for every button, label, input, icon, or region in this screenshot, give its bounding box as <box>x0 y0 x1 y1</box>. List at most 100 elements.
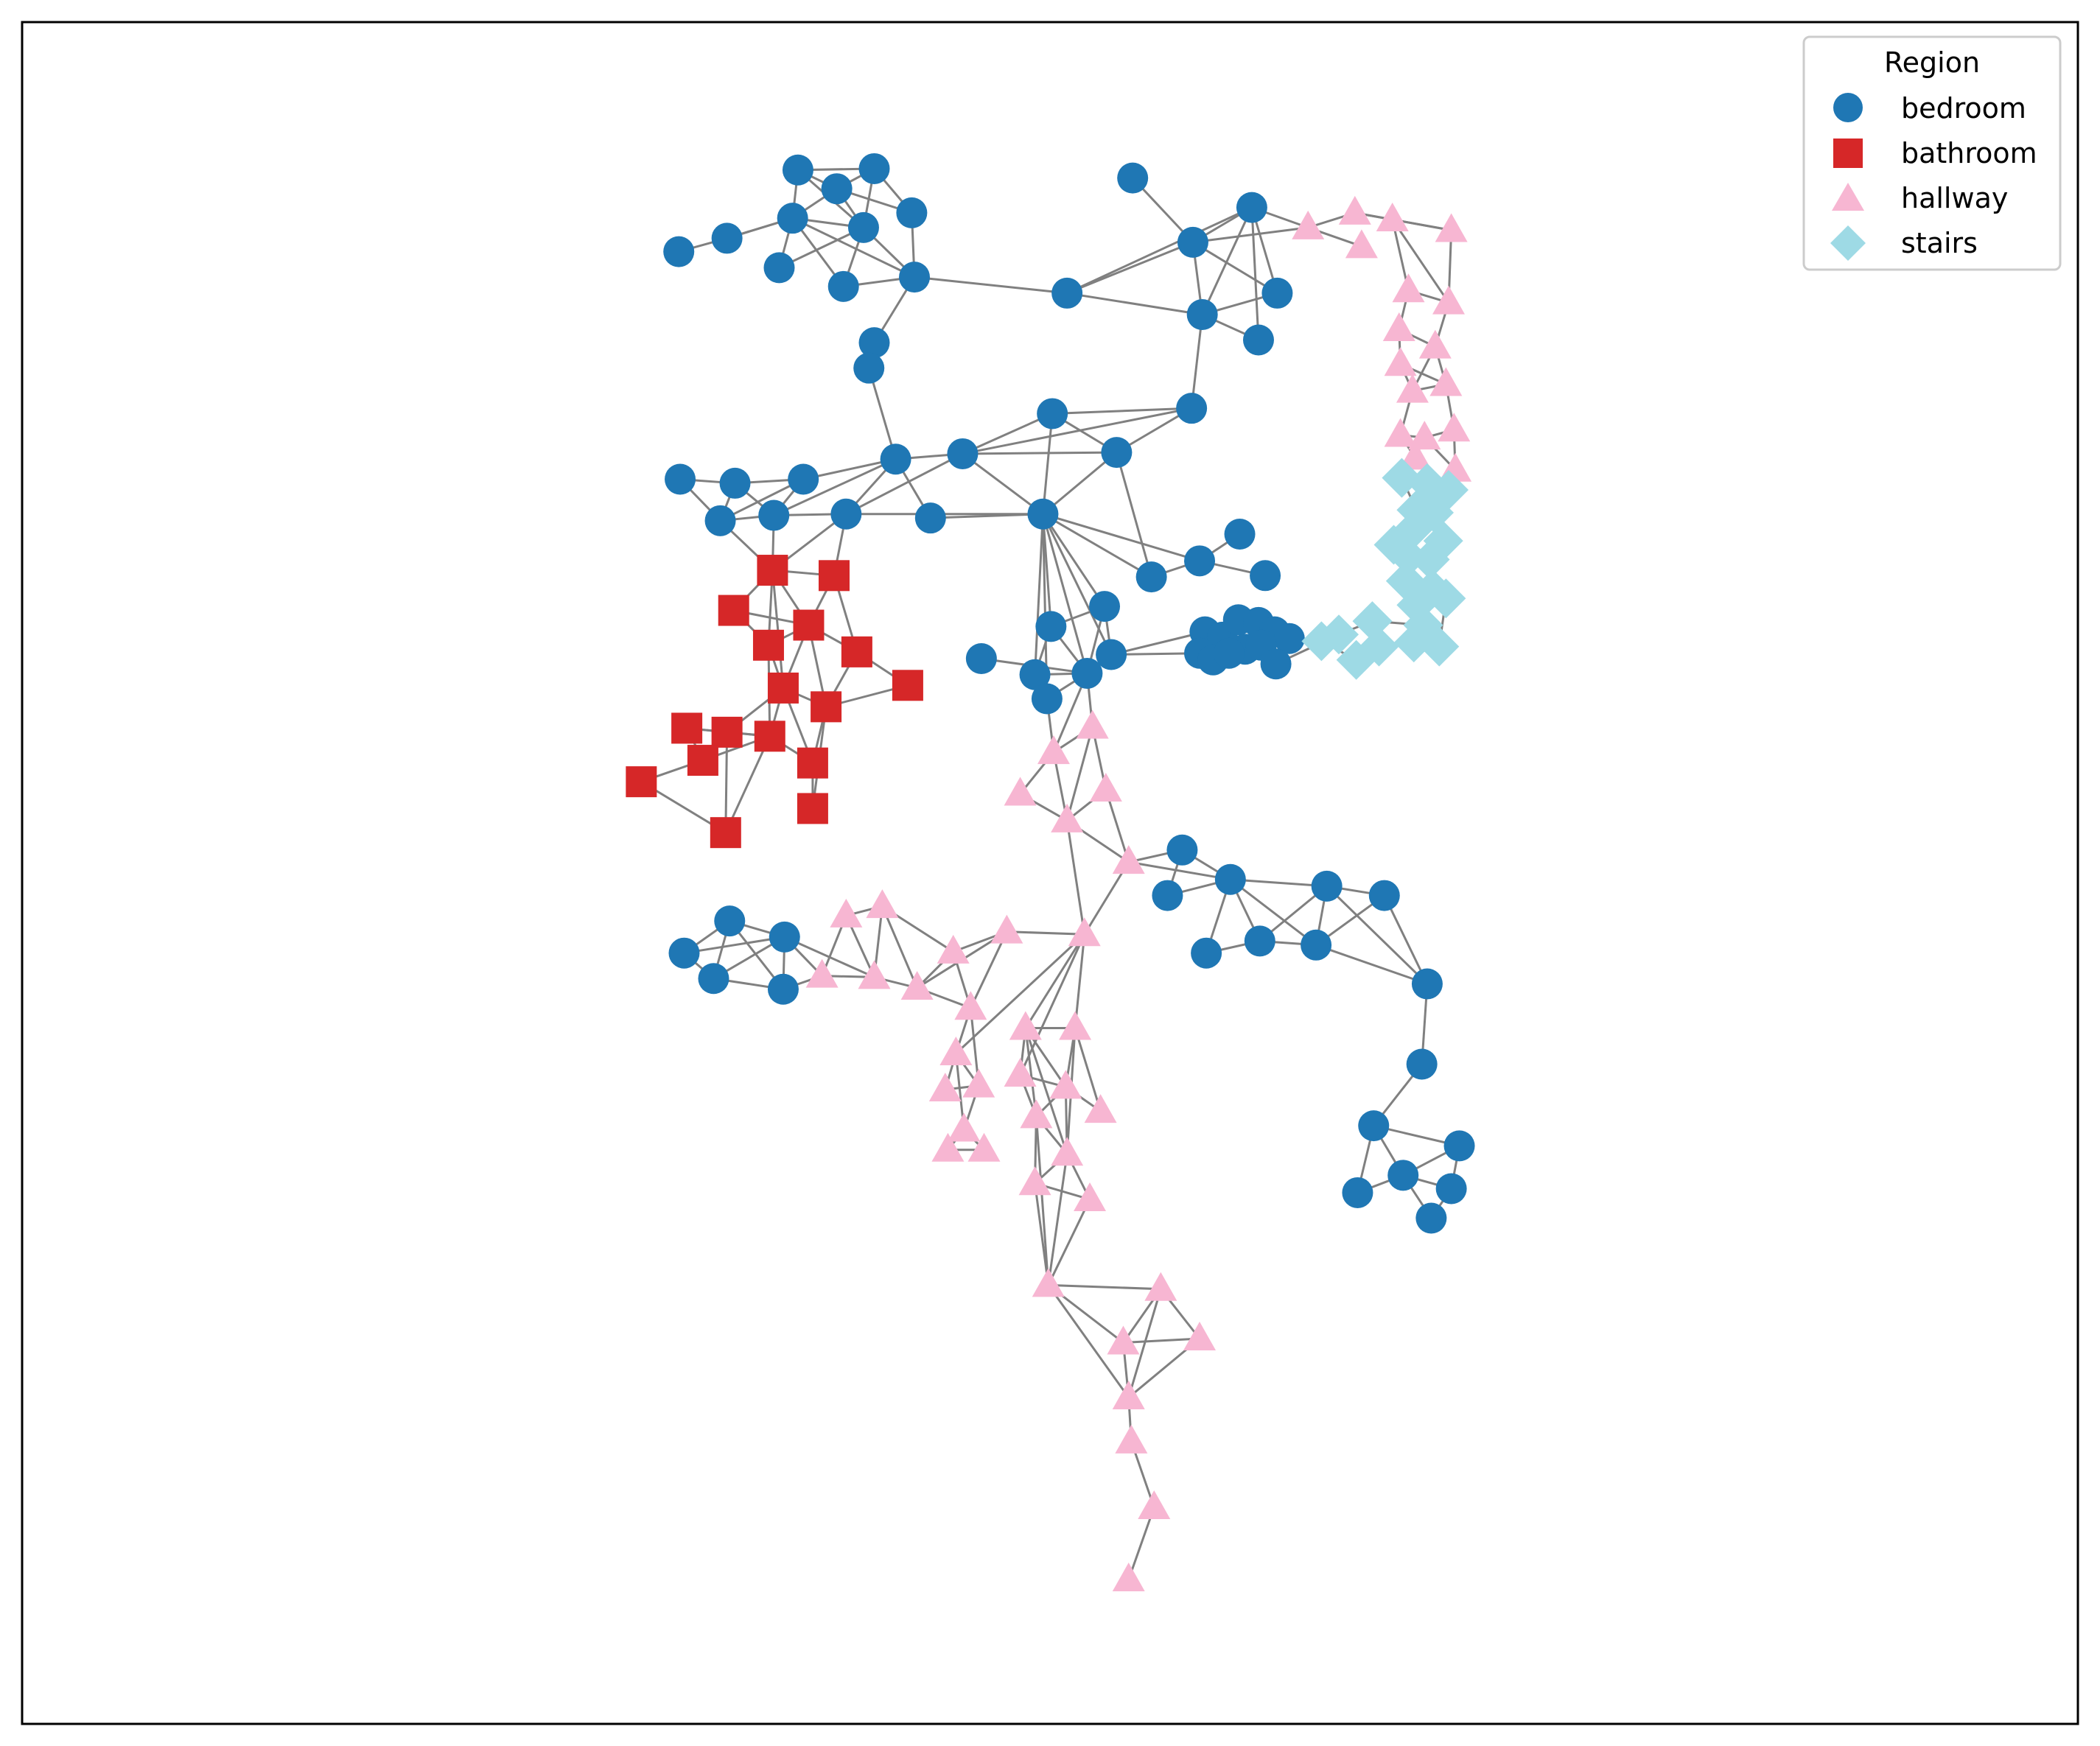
bedroom-node <box>1342 1177 1373 1208</box>
graph-edge <box>962 413 1053 455</box>
bathroom-node <box>892 670 923 701</box>
bedroom-node <box>704 505 736 536</box>
graph-edge <box>930 513 1043 519</box>
graph-edge <box>1034 1183 1050 1286</box>
bedroom-node <box>821 173 853 205</box>
bedroom-node <box>1214 637 1245 669</box>
bedroom-node <box>711 222 743 254</box>
bathroom-node <box>626 766 657 798</box>
hallway-node <box>1292 210 1325 239</box>
bedroom-node <box>668 937 700 969</box>
bedroom-node <box>830 498 862 530</box>
legend: Region bedroom bathroom hallway stairs <box>1802 35 2062 271</box>
graph-edge <box>1190 314 1204 409</box>
bedroom-node <box>777 203 808 234</box>
hallway-node <box>1382 312 1415 341</box>
stairs-node <box>1410 539 1450 580</box>
bathroom-node <box>841 636 872 667</box>
graph-edge <box>1192 226 1309 244</box>
graph-edge <box>1042 513 1113 656</box>
graph-edge <box>1042 451 1118 515</box>
bedroom-node <box>880 443 911 475</box>
hallway-node <box>1084 1094 1117 1123</box>
bedroom-node <box>1186 298 1218 330</box>
hallway-node <box>1068 917 1101 947</box>
bedroom-node <box>1368 880 1400 911</box>
bedroom-node <box>1089 591 1121 623</box>
graph-edge <box>962 452 1044 515</box>
bedroom-node <box>782 154 813 186</box>
bedroom-node <box>1037 398 1068 430</box>
bedroom-node <box>1135 561 1167 593</box>
graph-edge <box>1192 241 1278 295</box>
hallway-node <box>1384 418 1417 447</box>
graph-edge <box>867 368 897 460</box>
bedroom-node <box>1191 937 1222 969</box>
bedroom-node <box>788 463 819 495</box>
bedroom-node <box>719 467 751 499</box>
graph-edge <box>1052 407 1192 415</box>
hallway-node <box>1020 1099 1053 1129</box>
bedroom-node <box>1244 925 1275 957</box>
graph-edge <box>1326 885 1428 985</box>
graph-edge <box>1127 1289 1162 1398</box>
graph-edge <box>1128 860 1231 881</box>
graph-edge <box>802 457 896 480</box>
bedroom-node <box>1242 324 1274 356</box>
stairs-node <box>1336 639 1376 680</box>
hallway-node <box>1107 1325 1140 1355</box>
bedroom-node <box>1311 870 1343 902</box>
hallway-node <box>990 914 1023 944</box>
graph-edge <box>1383 894 1429 985</box>
hallway-node <box>954 991 987 1020</box>
hallway-node <box>1074 1182 1107 1212</box>
stairs-node <box>1426 578 1466 619</box>
hallway-node <box>1112 1563 1145 1592</box>
bedroom-node <box>1406 1048 1438 1080</box>
graph-edge <box>1024 1027 1068 1154</box>
hallway-node <box>1144 1272 1177 1301</box>
legend-label-bathroom: bathroom <box>1901 137 2037 169</box>
graph-edge <box>724 732 729 833</box>
bathroom-node <box>793 609 825 641</box>
bedroom-node <box>1387 1160 1419 1191</box>
bedroom-node <box>1177 226 1208 258</box>
hallway-node <box>830 898 863 928</box>
stairs-node <box>1419 626 1460 667</box>
graph-edge <box>1042 513 1152 578</box>
graph-edge <box>1019 933 1086 1076</box>
nodes <box>626 152 1475 1592</box>
hallway-node <box>1004 1058 1037 1087</box>
bathroom-node <box>757 555 788 586</box>
bedroom-node <box>899 262 931 293</box>
graph-edge <box>1007 930 1085 936</box>
graph-edge <box>724 735 771 833</box>
bedroom-node <box>1250 560 1281 592</box>
graph-edge <box>1047 1154 1068 1286</box>
bedroom-node <box>1031 683 1063 715</box>
hallway-node <box>1418 329 1452 359</box>
bedroom-node <box>858 327 890 359</box>
bedroom-node <box>1166 834 1198 866</box>
bedroom-node <box>1273 623 1305 654</box>
hallway-node <box>1018 1166 1051 1196</box>
graph-edge <box>1074 934 1086 1028</box>
bedroom-node <box>896 197 928 228</box>
edges <box>640 167 1461 1580</box>
bedroom-node <box>1176 393 1208 424</box>
graph-edge <box>962 407 1192 455</box>
legend-label-hallway: hallway <box>1901 182 2008 214</box>
graph-edge <box>1354 211 1452 232</box>
hallway-node <box>1059 1011 1092 1040</box>
hallway-node <box>1438 413 1471 442</box>
bedroom-node <box>1411 968 1443 1000</box>
graph-edge <box>881 905 919 989</box>
graph-edge <box>1065 726 1094 821</box>
bedroom-node <box>1415 1202 1447 1234</box>
hallway-node <box>1408 421 1441 450</box>
hallway-node <box>1089 773 1122 802</box>
hallway-node <box>937 934 970 964</box>
hallway-node <box>1076 709 1109 739</box>
bedroom-node <box>827 270 859 302</box>
